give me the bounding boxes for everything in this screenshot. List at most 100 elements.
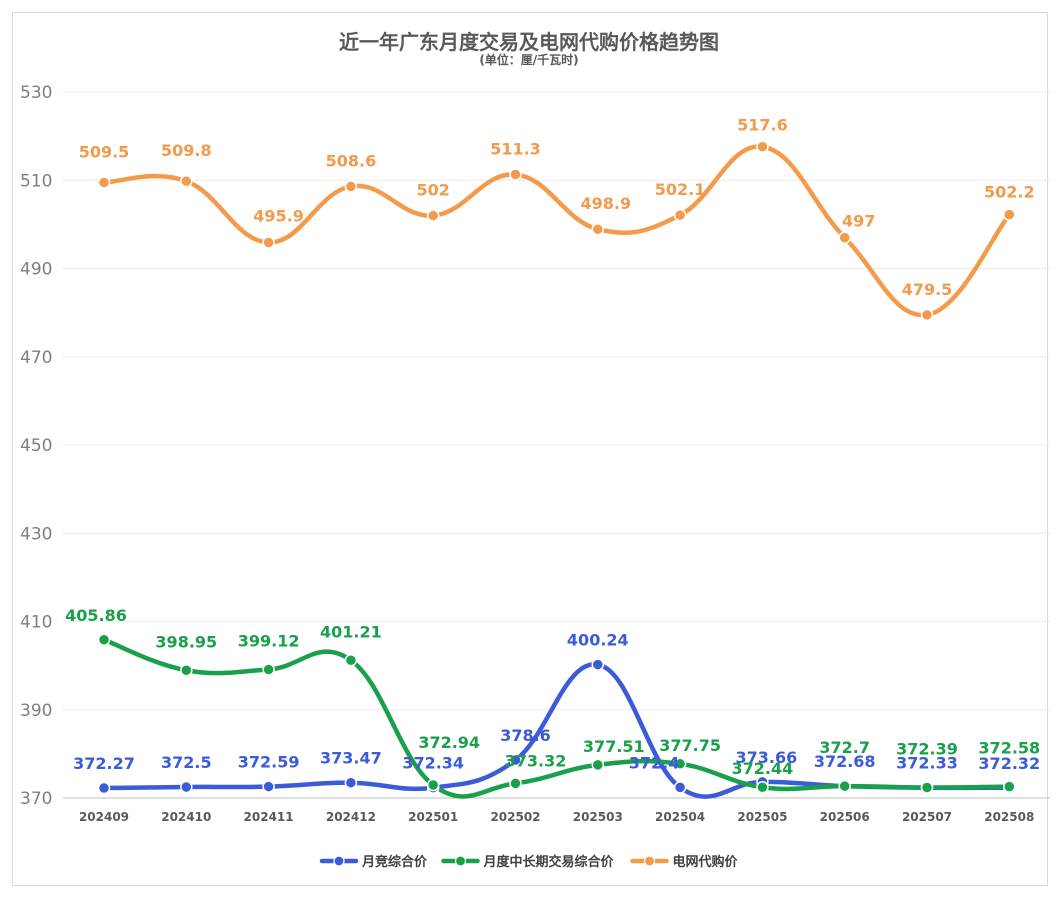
y-tick-label: 510 [20, 171, 52, 191]
x-tick-label: 202504 [655, 810, 705, 824]
y-tick-label: 390 [20, 701, 52, 721]
legend-swatch-marker [333, 855, 345, 867]
data-point [756, 140, 769, 153]
data-label: 398.95 [155, 632, 217, 651]
data-label: 373.66 [736, 748, 798, 767]
data-label: 372.94 [418, 733, 480, 752]
data-label: 372.4 [629, 753, 680, 772]
data-point [591, 758, 605, 772]
data-label: 399.12 [238, 632, 300, 651]
x-tick-label: 202508 [984, 810, 1034, 824]
data-label: 400.24 [567, 631, 629, 650]
data-label: 372.59 [238, 753, 300, 772]
chart-frame [12, 12, 1048, 886]
data-point [426, 209, 440, 222]
chart-subtitle: (单位：厘/千瓦时) [479, 53, 579, 67]
data-label: 372.68 [814, 752, 876, 771]
data-point [509, 168, 522, 181]
data-label: 373.32 [505, 751, 567, 770]
x-tick-label: 202409 [79, 810, 129, 824]
data-point [673, 208, 687, 222]
data-point [97, 781, 111, 795]
legend-label: 月度中长期交易综合价 [483, 854, 615, 870]
data-point [920, 308, 934, 322]
series-line [101, 662, 1012, 799]
data-point [344, 776, 358, 789]
data-point [591, 222, 605, 236]
data-point [344, 654, 358, 667]
data-label: 498.9 [580, 194, 631, 213]
data-label: 511.3 [490, 140, 541, 159]
data-point [262, 663, 275, 676]
data-point [262, 236, 275, 249]
data-point [180, 780, 193, 794]
series-line [101, 637, 1012, 799]
data-label: 479.5 [902, 280, 953, 299]
legend-swatch-marker [643, 855, 656, 867]
x-tick-label: 202506 [820, 810, 870, 824]
data-label: 372.39 [896, 739, 958, 758]
data-point [180, 664, 193, 677]
series-line [101, 144, 1012, 318]
data-point [180, 174, 193, 188]
data-point [1003, 208, 1016, 221]
data-point [97, 176, 111, 189]
y-tick-label: 450 [20, 436, 52, 456]
data-point [673, 781, 687, 794]
data-label: 372.33 [896, 754, 958, 773]
data-point [756, 780, 769, 794]
data-label: 372.7 [819, 738, 870, 757]
data-label: 495.9 [253, 206, 304, 225]
legend-swatch-marker [454, 855, 467, 867]
data-label: 502.2 [984, 183, 1035, 202]
data-label: 372.5 [161, 753, 212, 772]
data-label: 377.75 [659, 736, 721, 755]
chart-title: 近一年广东月度交易及电网代购价格趋势图 [339, 30, 719, 54]
data-label: 372.34 [402, 754, 464, 773]
x-tick-label: 202412 [326, 810, 376, 824]
x-tick-label: 202502 [490, 810, 540, 824]
data-point [838, 779, 851, 793]
data-point [509, 753, 522, 767]
y-tick-label: 410 [20, 613, 52, 633]
data-point [838, 231, 851, 244]
data-point [344, 180, 358, 193]
data-point [591, 658, 605, 671]
x-tick-label: 202411 [244, 810, 294, 824]
data-point [262, 780, 275, 793]
y-tick-label: 490 [20, 260, 52, 280]
x-tick-label: 202507 [902, 810, 952, 824]
data-point [426, 778, 440, 792]
data-label: 405.86 [65, 606, 127, 625]
y-tick-label: 470 [20, 348, 52, 368]
data-label: 502 [416, 181, 449, 200]
x-tick-label: 202505 [737, 810, 787, 824]
data-point [509, 777, 522, 790]
data-label: 378.6 [500, 726, 551, 745]
data-point [920, 781, 934, 794]
data-label: 401.21 [320, 622, 382, 641]
data-label: 373.47 [320, 749, 382, 768]
data-point [1003, 780, 1016, 793]
data-label: 509.8 [161, 141, 212, 160]
legend-label: 月竞综合价 [361, 854, 428, 870]
data-point [97, 633, 111, 647]
y-tick-label: 370 [20, 789, 52, 809]
y-tick-label: 530 [20, 83, 52, 103]
data-label: 508.6 [326, 151, 377, 170]
y-tick-label: 430 [20, 524, 52, 544]
data-point [673, 757, 687, 771]
data-label: 372.58 [978, 739, 1040, 758]
data-label: 372.32 [978, 754, 1040, 773]
data-label: 497 [842, 212, 875, 231]
data-label: 372.44 [732, 759, 794, 778]
x-tick-label: 202503 [573, 810, 623, 824]
data-label: 377.51 [583, 737, 645, 756]
data-label: 372.27 [73, 754, 135, 773]
x-tick-label: 202501 [408, 810, 458, 824]
legend-label: 电网代购价 [673, 854, 739, 870]
x-tick-label: 202410 [161, 810, 211, 824]
data-label: 502.1 [655, 180, 706, 199]
data-label: 517.6 [737, 116, 788, 135]
